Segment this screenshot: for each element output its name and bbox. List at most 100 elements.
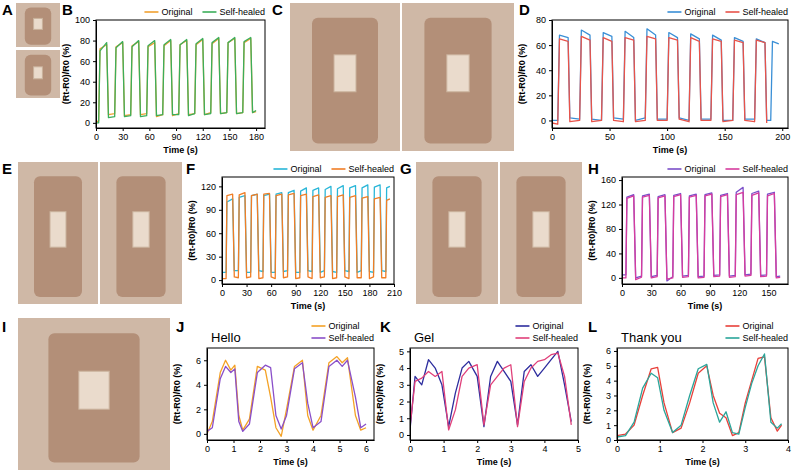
axis-line xyxy=(208,440,375,441)
y-axis: 020406080 xyxy=(536,15,553,128)
photo-body xyxy=(48,333,139,462)
tick: 2 xyxy=(196,405,207,415)
tick: 0 xyxy=(85,118,96,128)
tick: 6 xyxy=(606,346,617,356)
tick: 50 xyxy=(605,128,615,142)
legend-swatch xyxy=(311,325,325,327)
photo-panel: C xyxy=(272,1,514,151)
tick-mark xyxy=(725,128,726,131)
y-axis: 0123456 xyxy=(606,346,618,445)
sensor-patch xyxy=(34,67,43,79)
axis-line xyxy=(222,178,223,285)
tick-mark xyxy=(614,425,617,426)
data-line xyxy=(410,351,571,430)
axis-line xyxy=(553,128,789,129)
legend-swatch xyxy=(202,11,216,13)
tick-label: 0 xyxy=(615,444,620,454)
axis-line xyxy=(622,178,623,285)
legend-swatch xyxy=(144,11,158,13)
legend-label: Self-healed xyxy=(532,333,578,343)
tick-mark xyxy=(614,351,617,352)
tick: 3 xyxy=(606,391,617,401)
data-line xyxy=(96,39,256,122)
annotation: Hello xyxy=(211,330,241,345)
tick: 0 xyxy=(196,429,207,439)
photo xyxy=(100,162,182,304)
legend-swatch xyxy=(725,168,739,170)
tick-mark xyxy=(260,440,261,443)
panel-label: H xyxy=(588,160,599,177)
sensor-patch xyxy=(447,55,469,92)
tick: 2 xyxy=(475,440,480,454)
legend-item: Self-healed xyxy=(202,7,265,17)
tick-mark xyxy=(619,180,622,181)
legend-label: Self-healed xyxy=(328,333,374,343)
x-axis: 0306090120150180 xyxy=(94,128,266,142)
panel-label: G xyxy=(400,160,412,177)
tick-label: 2 xyxy=(258,444,263,454)
axis-line xyxy=(97,128,266,129)
tick: 100 xyxy=(660,128,675,142)
chart-panel: 012340123456Time (s)(Rt-R0)/R0 (%)LThank… xyxy=(582,318,791,467)
y-axis-title: (Rt-R0)/R0 (%) xyxy=(172,364,182,425)
x-axis: 0306090120150 xyxy=(620,284,789,298)
tick-label: 4 xyxy=(606,376,611,386)
sensor-patch xyxy=(133,212,149,248)
legend-item: Original xyxy=(144,7,192,17)
axis-line xyxy=(411,440,579,441)
x-axis-title: Time (s) xyxy=(163,145,197,155)
tick: 40 xyxy=(80,77,96,87)
legend-label: Self-healed xyxy=(742,164,788,174)
tick-mark xyxy=(703,440,704,443)
tick-mark xyxy=(320,284,321,287)
tick-label: 180 xyxy=(362,288,377,298)
tick-label: 150 xyxy=(222,132,237,142)
tick-label: 30 xyxy=(647,288,657,298)
tick-mark xyxy=(219,210,222,211)
tick: 100 xyxy=(75,15,96,25)
tick-mark xyxy=(296,284,297,287)
legend-item: Self-healed xyxy=(725,7,788,17)
tick-mark xyxy=(219,257,222,258)
figure-container: ACEGI0306090120150180020406080100Time (s… xyxy=(0,0,793,472)
tick-mark xyxy=(176,128,177,131)
tick-mark xyxy=(619,278,622,279)
tick: 120 xyxy=(313,284,328,298)
tick-mark xyxy=(782,128,783,131)
tick-label: 4 xyxy=(542,444,547,454)
tick-label: 120 xyxy=(732,288,747,298)
tick: 150 xyxy=(761,284,776,298)
tick-mark xyxy=(407,435,410,436)
tick-mark xyxy=(313,440,314,443)
tick: 90 xyxy=(705,284,715,298)
tick: 30 xyxy=(647,284,657,298)
tick-mark xyxy=(234,440,235,443)
tick: 2 xyxy=(399,397,410,407)
panel-label: I xyxy=(2,318,6,335)
plot-area xyxy=(617,354,782,437)
data-line xyxy=(622,187,780,281)
tick-mark xyxy=(407,351,410,352)
tick-mark xyxy=(549,70,552,71)
tick-mark xyxy=(619,253,622,254)
tick-label: 0 xyxy=(541,116,546,126)
tick: 1 xyxy=(232,440,237,454)
tick: 80 xyxy=(536,15,552,25)
tick-mark xyxy=(549,95,552,96)
panel-label: J xyxy=(176,318,184,335)
tick-label: 2 xyxy=(475,444,480,454)
axis-line xyxy=(223,284,395,285)
tick: 60 xyxy=(206,229,222,239)
axis-line xyxy=(410,349,411,441)
tick: 20 xyxy=(536,91,552,101)
tick-label: 0 xyxy=(220,288,225,298)
tick: 4 xyxy=(399,363,410,373)
legend-swatch xyxy=(515,325,529,327)
plot-frame xyxy=(96,20,265,128)
tick-label: 4 xyxy=(399,363,404,373)
tick-mark xyxy=(204,434,207,435)
tick-mark xyxy=(93,82,96,83)
tick-label: 30 xyxy=(118,132,128,142)
tick-label: 210 xyxy=(387,288,402,298)
plot-area xyxy=(622,187,780,281)
